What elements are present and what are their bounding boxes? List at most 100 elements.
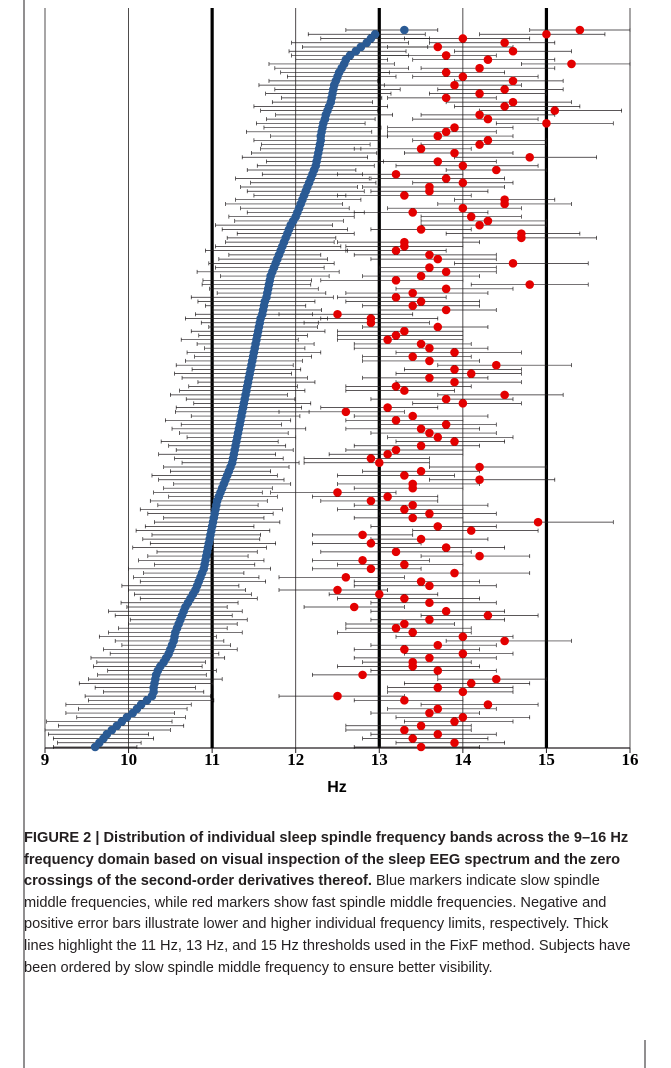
- marker: [441, 606, 451, 616]
- marker: [441, 543, 451, 552]
- marker: [483, 611, 493, 620]
- marker: [450, 123, 459, 132]
- marker: [441, 394, 451, 404]
- marker: [425, 615, 434, 625]
- marker: [450, 365, 459, 374]
- marker: [400, 594, 409, 603]
- marker: [441, 305, 451, 315]
- marker: [433, 254, 443, 264]
- marker: [475, 140, 484, 149]
- caption-text: Blue markers indicate slow spindle middl…: [24, 873, 631, 976]
- marker: [349, 602, 359, 612]
- marker: [374, 589, 384, 599]
- marker: [458, 178, 468, 188]
- marker: [483, 136, 493, 145]
- marker: [458, 632, 468, 641]
- marker: [358, 556, 367, 565]
- marker: [525, 280, 535, 289]
- marker: [391, 382, 401, 391]
- marker: [383, 335, 392, 345]
- marker: [391, 547, 401, 557]
- x-tick-label: 14: [454, 750, 472, 769]
- marker: [483, 700, 493, 709]
- marker: [491, 165, 501, 175]
- marker: [525, 152, 535, 162]
- marker: [391, 331, 401, 340]
- marker: [391, 445, 401, 455]
- marker: [450, 738, 459, 748]
- marker: [416, 721, 426, 731]
- marker: [400, 386, 409, 395]
- marker: [542, 29, 551, 39]
- marker: [408, 208, 418, 217]
- marker: [391, 292, 401, 302]
- marker: [408, 513, 418, 523]
- marker: [508, 259, 518, 268]
- marker: [366, 539, 376, 548]
- x-tick-label: 10: [120, 750, 137, 769]
- marker: [575, 25, 585, 35]
- marker: [358, 530, 367, 540]
- x-tick-label: 9: [41, 750, 50, 769]
- marker: [416, 742, 426, 752]
- marker: [90, 742, 100, 752]
- marker: [483, 55, 493, 64]
- marker: [400, 505, 409, 514]
- marker: [441, 284, 451, 294]
- marker: [433, 683, 443, 692]
- marker: [374, 458, 384, 468]
- marker: [408, 628, 418, 637]
- marker: [383, 449, 392, 459]
- marker: [408, 662, 418, 671]
- marker: [416, 144, 426, 154]
- marker: [391, 169, 401, 179]
- marker: [550, 106, 560, 115]
- marker: [450, 717, 459, 726]
- marker: [400, 471, 409, 480]
- x-tick-label: 15: [538, 750, 555, 769]
- marker: [433, 704, 443, 714]
- marker: [491, 674, 501, 684]
- marker: [466, 679, 476, 688]
- marker: [341, 407, 351, 417]
- marker: [425, 509, 434, 518]
- marker: [416, 534, 426, 544]
- marker: [458, 713, 468, 722]
- marker: [358, 670, 367, 680]
- marker: [475, 63, 484, 73]
- marker: [433, 157, 443, 166]
- marker: [433, 322, 443, 332]
- marker: [408, 411, 418, 421]
- marker: [500, 85, 509, 94]
- marker: [341, 572, 351, 582]
- marker: [416, 339, 426, 349]
- marker: [458, 649, 468, 658]
- marker: [400, 696, 409, 705]
- marker: [517, 233, 526, 243]
- marker: [416, 271, 426, 281]
- marker: [466, 212, 476, 221]
- marker: [542, 119, 551, 128]
- marker: [441, 127, 451, 137]
- marker: [366, 564, 376, 574]
- marker: [441, 51, 451, 60]
- marker: [491, 360, 501, 370]
- marker: [483, 216, 493, 226]
- marker: [425, 708, 434, 718]
- marker: [408, 352, 418, 361]
- marker: [425, 373, 434, 383]
- marker: [333, 691, 342, 701]
- marker: [408, 301, 418, 311]
- marker: [425, 653, 434, 663]
- marker: [441, 93, 451, 103]
- marker: [383, 492, 392, 501]
- marker: [475, 551, 484, 561]
- marker: [400, 242, 409, 251]
- marker: [433, 666, 443, 675]
- caption-bold: FIGURE 2 | Distribution of individual sl…: [24, 830, 629, 890]
- marker: [458, 399, 468, 408]
- marker: [433, 522, 443, 531]
- marker: [400, 25, 409, 35]
